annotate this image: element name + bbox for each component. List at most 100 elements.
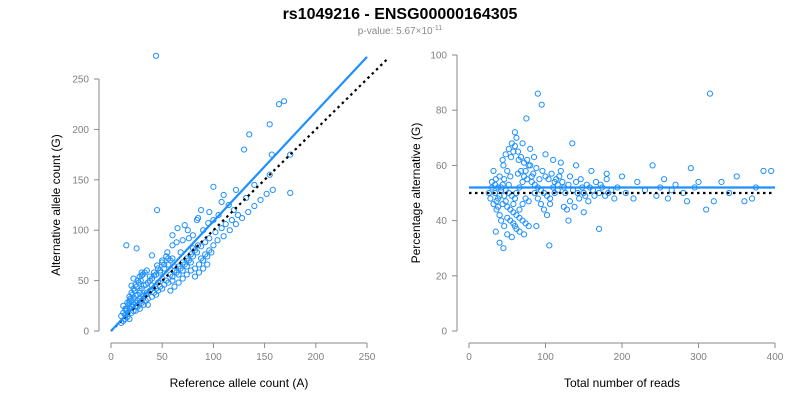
right-y-tick-label: 60 [436,161,448,172]
left-data-point [173,239,180,246]
right-x-tick-label: 0 [466,352,472,363]
left-data-point [138,269,145,276]
left-data-point [138,285,145,292]
right-data-point [726,189,733,197]
right-data-point [664,195,672,202]
right-data-point [500,162,507,169]
left-data-point [238,215,246,222]
left-data-point [198,255,205,262]
right-data-point [507,154,515,161]
left-data-point [222,221,229,228]
left-data-point [195,269,203,276]
left-data-point [202,239,209,246]
left-x-tick-label: 0 [108,352,114,363]
right-data-point [548,170,555,177]
left-data-point [181,222,188,229]
left-data-point [169,277,176,284]
right-data-point [611,195,618,202]
left-data-point [194,242,202,249]
left-data-point [155,265,162,272]
right-data-point [706,90,714,97]
right-data-point [542,151,549,158]
left-data-point [153,262,161,269]
right-data-point [494,203,502,210]
right-data-point [577,176,584,183]
left-fit-line [110,56,368,332]
left-data-point [225,201,232,209]
right-data-point [571,203,578,210]
left-data-point [130,294,137,301]
right-data-point [505,145,512,152]
left-data-point [266,121,273,128]
left-data-point [185,257,192,264]
left-x-tick-label: 100 [205,352,222,363]
left-data-point [191,273,199,280]
right-data-point [687,165,694,172]
right-data-point [520,231,528,238]
right-data-point [710,198,717,205]
right-scatter-panel: 0 100 200 300 400 0 20 40 60 80 100 Total number of… [409,51,784,391]
right-data-point [519,178,526,186]
right-data-point [760,167,767,175]
right-data-point [546,200,554,208]
left-data-point [183,263,190,270]
left-data-point [204,261,211,268]
right-y-tick-label: 40 [436,216,448,227]
right-data-point [622,189,629,197]
right-data-point [543,211,551,219]
left-data-point [126,315,133,323]
left-data-point [226,227,233,234]
left-data-point [193,249,201,256]
right-data-point [595,225,603,232]
left-data-point [171,283,178,290]
left-data-point [136,305,143,312]
right-data-point [504,167,511,175]
left-data-point [206,235,213,242]
right-data-point [519,200,526,208]
left-data-point [177,265,184,272]
right-data-point [649,162,656,169]
right-data-point [501,223,508,230]
right-data-point [748,195,756,202]
left-y-tick-label: 250 [72,75,89,86]
left-y-tick-label: 0 [83,327,89,338]
right-data-point [510,148,517,155]
p-value-exponent: -11 [433,25,443,32]
right-data-point [539,167,546,175]
left-data-point [212,229,219,236]
left-data-point [251,181,258,188]
right-data-point [511,142,519,150]
left-data-point [275,101,283,108]
left-y-axis-title: Alternative allele count (G) [49,134,63,275]
left-data-point [246,131,253,138]
right-data-point [519,140,526,147]
left-data-point [234,211,242,219]
left-data-point [206,247,213,254]
left-data-point [173,269,180,276]
right-data-point [557,159,564,166]
right-data-point [491,189,499,197]
right-data-point [585,198,592,205]
right-data-point [524,176,531,183]
left-data-point [142,281,149,288]
left-data-point [210,242,217,249]
right-data-point [603,176,610,183]
figure-subtitle: p-value: 5.67×10-11 [358,25,442,37]
right-data-point [566,198,574,205]
left-y-tick-label: 100 [72,226,89,237]
right-data-point [573,162,580,169]
left-data-point [241,146,248,153]
left-data-point [185,235,192,242]
left-data-point [148,275,156,282]
right-data-point [557,167,564,175]
left-data-point [123,242,130,249]
left-x-tick-label: 150 [256,352,273,363]
right-x-tick-label: 100 [537,352,554,363]
left-data-point [200,257,207,264]
left-data-point [161,261,168,268]
right-data-point [513,134,520,141]
right-data-point [533,223,540,230]
left-data-point [146,277,154,284]
right-data-point [605,189,612,197]
